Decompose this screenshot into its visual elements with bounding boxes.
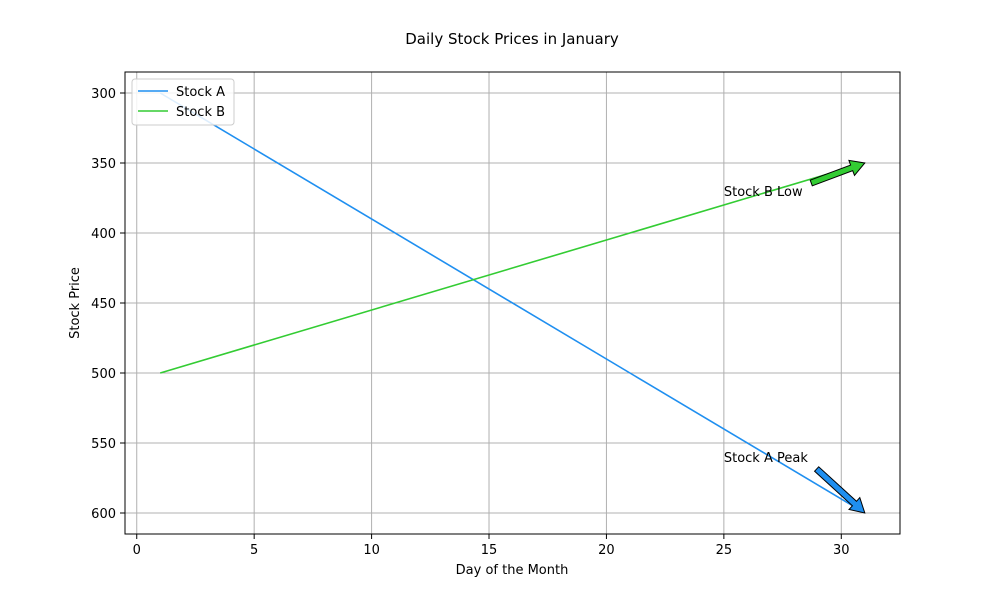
y-tick-label: 550 [91, 437, 116, 452]
x-axis-label: Day of the Month [456, 563, 569, 578]
legend: Stock A Stock B [131, 78, 235, 126]
y-tick-label: 600 [91, 507, 116, 522]
legend-label: Stock A [176, 85, 225, 100]
y-axis-label: Stock Price [68, 267, 83, 339]
y-tick-label: 500 [91, 367, 116, 382]
chart-title: Daily Stock Prices in January [405, 30, 619, 48]
annotation-layer: Stock B Low Stock A Peak [724, 159, 866, 514]
x-tick-label: 15 [481, 543, 498, 558]
x-tick-label: 10 [363, 543, 380, 558]
y-tick-label: 350 [91, 157, 116, 172]
series-layer [159, 92, 866, 514]
annotation-label: Stock A Peak [724, 451, 808, 466]
series-line-stock-b [159, 162, 866, 374]
x-tick-label: 25 [716, 543, 733, 558]
legend-label: Stock B [176, 105, 225, 120]
x-tick-label: 5 [250, 543, 258, 558]
y-tick-label: 300 [91, 87, 116, 102]
y-tick-label: 450 [91, 297, 116, 312]
x-tick-label: 0 [133, 543, 141, 558]
annotation-arrow [809, 159, 866, 187]
x-tick-label: 20 [598, 543, 615, 558]
annotation-arrow [813, 466, 866, 514]
x-tick-label: 30 [833, 543, 850, 558]
series-line-stock-a [159, 92, 866, 514]
axis-ticks: 0 5 10 15 20 25 30 300 350 400 450 500 550 600 [91, 87, 849, 558]
annotation-label: Stock B Low [724, 185, 803, 200]
y-tick-label: 400 [91, 227, 116, 242]
